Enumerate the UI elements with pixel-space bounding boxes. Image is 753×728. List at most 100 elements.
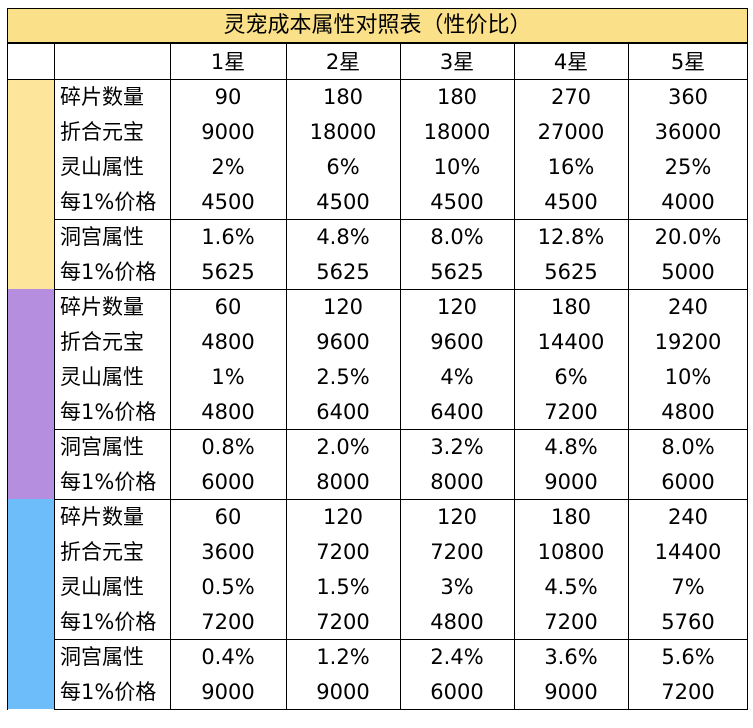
value-cell[interactable]: 4.8%: [316, 225, 370, 249]
value-cell[interactable]: 18000: [423, 120, 491, 144]
value-cell[interactable]: 180: [322, 85, 364, 109]
value-cell[interactable]: 10%: [433, 155, 481, 179]
row-label[interactable]: 洞宫属性: [60, 645, 144, 669]
value-cell[interactable]: 1.5%: [316, 575, 370, 599]
row-label[interactable]: 碎片数量: [60, 85, 144, 109]
value-cell[interactable]: 8000: [430, 470, 484, 494]
star-header-1[interactable]: 1星: [210, 50, 246, 74]
value-cell[interactable]: 270: [550, 85, 592, 109]
value-cell[interactable]: 4800: [661, 400, 715, 424]
value-cell[interactable]: 7200: [316, 610, 370, 634]
row-label[interactable]: 洞宫属性: [60, 435, 144, 459]
value-cell[interactable]: 1.6%: [201, 225, 255, 249]
row-label[interactable]: 洞宫属性: [60, 225, 144, 249]
value-cell[interactable]: 9000: [201, 680, 255, 704]
value-cell[interactable]: 4.5%: [544, 575, 598, 599]
value-cell[interactable]: 36000: [654, 120, 722, 144]
value-cell[interactable]: 4500: [316, 190, 370, 214]
value-cell[interactable]: 4500: [544, 190, 598, 214]
value-cell[interactable]: 8000: [316, 470, 370, 494]
value-cell[interactable]: 240: [667, 505, 709, 529]
value-cell[interactable]: 4000: [661, 190, 715, 214]
value-cell[interactable]: 5625: [201, 260, 255, 284]
value-cell[interactable]: 60: [214, 505, 242, 529]
value-cell[interactable]: 9000: [544, 680, 598, 704]
value-cell[interactable]: 20.0%: [654, 225, 722, 249]
value-cell[interactable]: 6%: [326, 155, 360, 179]
row-label[interactable]: 每1%价格: [60, 260, 157, 284]
row-label[interactable]: 折合元宝: [60, 540, 144, 564]
value-cell[interactable]: 18000: [309, 120, 377, 144]
row-label[interactable]: 折合元宝: [60, 330, 144, 354]
value-cell[interactable]: 9000: [544, 470, 598, 494]
row-label[interactable]: 灵山属性: [60, 155, 144, 179]
value-cell[interactable]: 16%: [547, 155, 595, 179]
row-label[interactable]: 每1%价格: [60, 470, 157, 494]
value-cell[interactable]: 10800: [537, 540, 605, 564]
star-header-4[interactable]: 4星: [553, 50, 589, 74]
value-cell[interactable]: 4500: [430, 190, 484, 214]
value-cell[interactable]: 8.0%: [430, 225, 484, 249]
row-label[interactable]: 每1%价格: [60, 400, 157, 424]
value-cell[interactable]: 9600: [430, 330, 484, 354]
value-cell[interactable]: 7200: [316, 540, 370, 564]
row-label[interactable]: 折合元宝: [60, 120, 144, 144]
value-cell[interactable]: 6000: [661, 470, 715, 494]
header-corner-cell[interactable]: [7, 43, 170, 79]
value-cell[interactable]: 1.2%: [316, 645, 370, 669]
value-cell[interactable]: 2.0%: [316, 435, 370, 459]
row-label[interactable]: 每1%价格: [60, 190, 157, 214]
value-cell[interactable]: 7200: [544, 610, 598, 634]
value-cell[interactable]: 9000: [316, 680, 370, 704]
value-cell[interactable]: 240: [667, 295, 709, 319]
row-label[interactable]: 灵山属性: [60, 575, 144, 599]
value-cell[interactable]: 5000: [661, 260, 715, 284]
row-label[interactable]: 每1%价格: [60, 680, 157, 704]
value-cell[interactable]: 8.0%: [661, 435, 715, 459]
value-cell[interactable]: 7200: [201, 610, 255, 634]
value-cell[interactable]: 5760: [661, 610, 715, 634]
value-cell[interactable]: 90: [214, 85, 242, 109]
value-cell[interactable]: 0.5%: [201, 575, 255, 599]
value-cell[interactable]: 9600: [316, 330, 370, 354]
value-cell[interactable]: 180: [550, 295, 592, 319]
value-cell[interactable]: 1%: [211, 365, 245, 389]
value-cell[interactable]: 2.5%: [316, 365, 370, 389]
value-cell[interactable]: 120: [322, 505, 364, 529]
value-cell[interactable]: 9000: [201, 120, 255, 144]
star-header-5[interactable]: 5星: [670, 50, 706, 74]
value-cell[interactable]: 7200: [544, 400, 598, 424]
value-cell[interactable]: 120: [436, 295, 478, 319]
star-header-3[interactable]: 3星: [439, 50, 475, 74]
value-cell[interactable]: 180: [436, 85, 478, 109]
value-cell[interactable]: 4800: [201, 330, 255, 354]
value-cell[interactable]: 0.8%: [201, 435, 255, 459]
value-cell[interactable]: 14400: [654, 540, 722, 564]
row-label[interactable]: 碎片数量: [60, 505, 144, 529]
value-cell[interactable]: 6400: [316, 400, 370, 424]
value-cell[interactable]: 360: [667, 85, 709, 109]
value-cell[interactable]: 0.4%: [201, 645, 255, 669]
value-cell[interactable]: 120: [436, 505, 478, 529]
value-cell[interactable]: 19200: [654, 330, 722, 354]
row-label[interactable]: 每1%价格: [60, 610, 157, 634]
value-cell[interactable]: 5625: [544, 260, 598, 284]
row-label[interactable]: 灵山属性: [60, 365, 144, 389]
value-cell[interactable]: 4800: [430, 610, 484, 634]
star-header-2[interactable]: 2星: [325, 50, 361, 74]
value-cell[interactable]: 25%: [664, 155, 712, 179]
value-cell[interactable]: 7200: [661, 680, 715, 704]
value-cell[interactable]: 2%: [211, 155, 245, 179]
value-cell[interactable]: 5625: [430, 260, 484, 284]
value-cell[interactable]: 3%: [440, 575, 474, 599]
value-cell[interactable]: 5.6%: [661, 645, 715, 669]
value-cell[interactable]: 14400: [537, 330, 605, 354]
value-cell[interactable]: 4500: [201, 190, 255, 214]
value-cell[interactable]: 4%: [440, 365, 474, 389]
value-cell[interactable]: 3600: [201, 540, 255, 564]
value-cell[interactable]: 5625: [316, 260, 370, 284]
value-cell[interactable]: 180: [550, 505, 592, 529]
value-cell[interactable]: 2.4%: [430, 645, 484, 669]
value-cell[interactable]: 7200: [430, 540, 484, 564]
value-cell[interactable]: 4800: [201, 400, 255, 424]
